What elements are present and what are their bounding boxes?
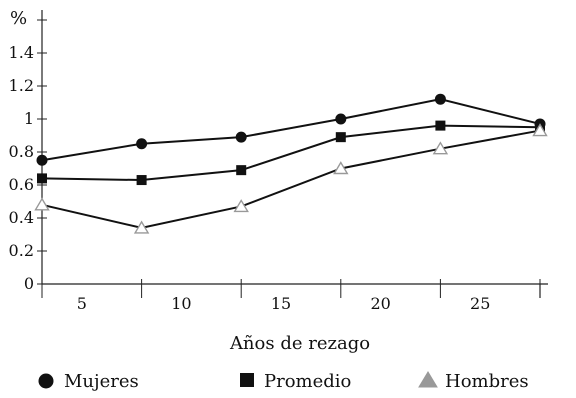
series-promedio bbox=[37, 120, 545, 186]
x-tick-label: 5 bbox=[77, 294, 87, 313]
x-tick-label: 20 bbox=[370, 294, 390, 313]
data-point bbox=[435, 120, 446, 131]
legend-label: Mujeres bbox=[64, 371, 139, 392]
x-tick-labels: 5 10 15 20 25 bbox=[77, 294, 491, 313]
series-hombres bbox=[34, 123, 548, 234]
data-point bbox=[136, 138, 148, 150]
legend-marker bbox=[240, 373, 254, 387]
data-point bbox=[335, 132, 346, 143]
legend-marker bbox=[418, 371, 438, 388]
axes bbox=[37, 10, 548, 298]
series-line bbox=[41, 124, 541, 182]
legend: Mujeres Promedio Hombres bbox=[38, 371, 529, 392]
data-point bbox=[333, 161, 349, 175]
series-mujeres bbox=[36, 93, 546, 166]
legend-label: Promedio bbox=[264, 371, 351, 392]
series-line bbox=[41, 98, 541, 162]
legend-item-mujeres: Mujeres bbox=[38, 371, 139, 392]
y-axis-unit: % bbox=[10, 8, 27, 29]
y-tick-label: 0.8 bbox=[9, 142, 34, 161]
y-tick-label: 0.6 bbox=[9, 175, 34, 194]
legend-item-promedio: Promedio bbox=[240, 371, 351, 392]
data-point bbox=[532, 123, 548, 137]
data-point bbox=[434, 93, 446, 105]
data-point bbox=[236, 165, 247, 176]
x-axis-title: Años de rezago bbox=[229, 333, 370, 354]
data-point bbox=[233, 199, 249, 213]
legend-marker bbox=[38, 373, 54, 389]
y-tick-label: 0.4 bbox=[9, 208, 34, 227]
y-tick-label: 0 bbox=[24, 274, 34, 293]
data-point bbox=[136, 175, 147, 186]
y-tick-label: 1.4 bbox=[9, 43, 34, 62]
legend-item-hombres: Hombres bbox=[418, 371, 529, 392]
y-tick-label: 1 bbox=[24, 109, 34, 128]
data-point bbox=[37, 173, 47, 184]
legend-label: Hombres bbox=[445, 371, 529, 392]
y-tick-label: 1.2 bbox=[9, 76, 34, 95]
x-tick-label: 10 bbox=[171, 294, 191, 313]
data-point bbox=[36, 154, 48, 166]
data-point bbox=[235, 131, 247, 143]
y-tick-labels: 0 0.2 0.4 0.6 0.8 1 1.2 1.4 bbox=[9, 43, 34, 293]
series-line bbox=[41, 129, 541, 229]
data-point bbox=[133, 220, 150, 234]
data-point bbox=[34, 197, 50, 211]
data-point bbox=[432, 141, 449, 155]
data-point bbox=[335, 113, 347, 125]
x-tick-label: 15 bbox=[271, 294, 291, 313]
series bbox=[34, 93, 548, 234]
y-tick-label: 0.2 bbox=[9, 241, 34, 260]
x-tick-label: 25 bbox=[470, 294, 490, 313]
